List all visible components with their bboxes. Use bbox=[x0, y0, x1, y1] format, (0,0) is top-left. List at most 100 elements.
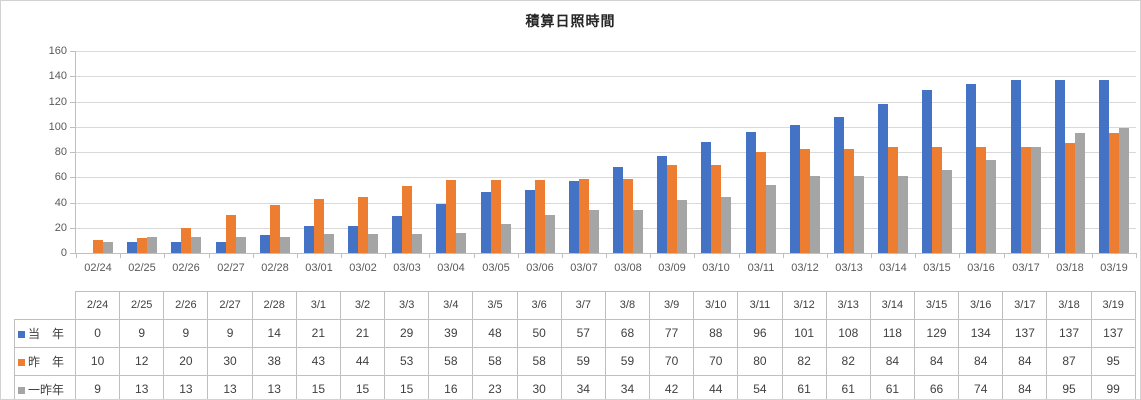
bar bbox=[1011, 80, 1021, 253]
gridline bbox=[76, 228, 1136, 229]
bar bbox=[1119, 128, 1129, 253]
table-value-cell: 30 bbox=[207, 346, 253, 376]
table-value-cell: 59 bbox=[560, 346, 606, 376]
bar bbox=[633, 210, 643, 253]
table-value-cell: 23 bbox=[472, 374, 518, 399]
y-axis-tick-label: 60 bbox=[54, 171, 67, 183]
bar bbox=[932, 147, 942, 253]
table-header-cell: 3/6 bbox=[516, 291, 562, 320]
x-axis-label: 03/08 bbox=[614, 262, 642, 274]
x-axis-tick bbox=[827, 253, 828, 258]
table-header-cell: 2/25 bbox=[119, 291, 165, 320]
bar bbox=[579, 179, 589, 253]
y-axis-tick bbox=[70, 76, 76, 77]
table-value-cell: 96 bbox=[737, 318, 783, 348]
table-value-cell: 21 bbox=[339, 318, 386, 348]
bar bbox=[844, 149, 854, 253]
bar bbox=[137, 238, 147, 253]
table-value-cell: 61 bbox=[825, 374, 871, 399]
legend-swatch-icon bbox=[18, 358, 25, 366]
x-axis-tick bbox=[1004, 253, 1005, 258]
x-axis-tick bbox=[606, 253, 607, 258]
table-value-cell: 38 bbox=[251, 346, 297, 376]
y-axis-tick-label: 160 bbox=[48, 45, 67, 57]
table-value-cell: 0 bbox=[74, 318, 121, 348]
table-value-cell: 134 bbox=[958, 318, 1004, 348]
bar bbox=[93, 240, 103, 253]
bar bbox=[966, 84, 976, 253]
bar bbox=[1031, 147, 1041, 253]
y-axis-tick-label: 40 bbox=[54, 197, 67, 209]
bar bbox=[127, 242, 137, 253]
bar bbox=[854, 176, 864, 253]
bar bbox=[711, 165, 721, 253]
table-header-cell: 2/24 bbox=[74, 291, 121, 320]
table-value-cell: 77 bbox=[649, 318, 695, 348]
table-value-cell: 42 bbox=[649, 374, 695, 399]
chart-title: 積算日照時間 bbox=[525, 13, 616, 29]
table-value-cell: 54 bbox=[737, 374, 783, 399]
table-value-cell: 39 bbox=[428, 318, 474, 348]
bar bbox=[721, 197, 731, 253]
bar bbox=[569, 181, 579, 253]
table-value-cell: 30 bbox=[516, 374, 562, 399]
x-axis-label: 03/15 bbox=[923, 262, 951, 274]
x-axis-tick bbox=[694, 253, 695, 258]
table-value-cell: 137 bbox=[1002, 318, 1048, 348]
table-value-cell: 9 bbox=[207, 318, 253, 348]
bar bbox=[1075, 133, 1085, 253]
table-header-cell: 3/14 bbox=[869, 291, 915, 320]
bar bbox=[810, 176, 820, 253]
x-axis-label: 03/11 bbox=[747, 262, 775, 274]
bar bbox=[236, 237, 246, 253]
x-axis-tick bbox=[429, 253, 430, 258]
table-value-cell: 101 bbox=[781, 318, 827, 348]
bar bbox=[491, 180, 501, 253]
bar bbox=[358, 197, 368, 253]
gridline bbox=[76, 102, 1136, 103]
legend-swatch-icon bbox=[18, 330, 25, 338]
bar bbox=[147, 237, 157, 253]
y-axis-tick bbox=[70, 203, 76, 204]
bar bbox=[766, 185, 776, 253]
bar bbox=[701, 142, 711, 253]
y-axis-tick-label: 140 bbox=[48, 70, 67, 82]
x-axis-tick bbox=[253, 253, 254, 258]
bar bbox=[501, 224, 511, 253]
table-value-cell: 9 bbox=[119, 318, 165, 348]
table-value-cell: 50 bbox=[516, 318, 562, 348]
series-name: 一昨年 bbox=[28, 382, 65, 397]
x-axis-label: 02/25 bbox=[128, 262, 156, 274]
x-axis-label: 03/16 bbox=[967, 262, 995, 274]
table-value-cell: 13 bbox=[251, 374, 297, 399]
bar bbox=[878, 104, 888, 253]
bar bbox=[834, 117, 844, 253]
table-header-cell: 2/26 bbox=[163, 291, 209, 320]
bar bbox=[657, 156, 667, 253]
x-axis-tick bbox=[871, 253, 872, 258]
table-header-cell: 3/3 bbox=[384, 291, 430, 320]
table-value-cell: 82 bbox=[781, 346, 827, 376]
table-value-cell: 34 bbox=[604, 374, 651, 399]
bar bbox=[324, 234, 334, 253]
table-header-cell: 3/17 bbox=[1002, 291, 1048, 320]
table-header-cell: 3/12 bbox=[781, 291, 827, 320]
table-header-cell: 2/28 bbox=[251, 291, 297, 320]
bar bbox=[589, 210, 599, 253]
bar bbox=[1109, 133, 1119, 253]
table-value-cell: 82 bbox=[825, 346, 871, 376]
table-header-cell: 3/5 bbox=[472, 291, 518, 320]
bar bbox=[191, 237, 201, 253]
bar bbox=[613, 167, 623, 253]
table-value-cell: 21 bbox=[295, 318, 341, 348]
table-value-cell: 88 bbox=[693, 318, 739, 348]
table-value-cell: 58 bbox=[428, 346, 474, 376]
x-axis-label: 02/28 bbox=[261, 262, 289, 274]
table-row: 昨 年 10 12 20 30 38 43 44 53 58 58 58 59 59 70 70 80 82 82 8… bbox=[14, 346, 1136, 376]
table-header-cell: 3/7 bbox=[560, 291, 606, 320]
table-value-cell: 70 bbox=[649, 346, 695, 376]
bar bbox=[216, 242, 226, 253]
table-header-cell: 3/15 bbox=[913, 291, 960, 320]
y-axis-tick bbox=[70, 51, 76, 52]
